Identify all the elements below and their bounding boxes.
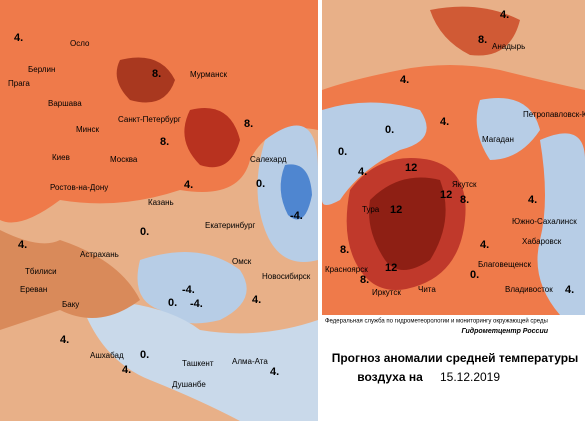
cold-area (537, 133, 585, 315)
contour-label: 4. (400, 74, 409, 86)
city-label: Астрахань (80, 250, 119, 259)
city-label: Якутск (452, 180, 477, 189)
city-label: Екатеринбург (205, 221, 255, 230)
panel-divider (318, 0, 322, 421)
city-label: Душанбе (172, 380, 206, 389)
contour-label: 0. (140, 226, 149, 238)
cold-core (280, 164, 312, 220)
contour-label: -4. (182, 284, 195, 296)
contour-label: 8. (460, 194, 469, 206)
hot-area (184, 108, 240, 168)
city-label: Омск (232, 257, 252, 266)
contour-label: 12 (385, 262, 397, 274)
contour-label: 0. (338, 146, 347, 158)
city-label: Иркутск (372, 288, 401, 297)
contour-label: 0. (470, 269, 479, 281)
agency: Федеральная служба по гидрометеорологии … (325, 318, 548, 325)
title-date: 15.12.2019 (440, 370, 500, 384)
city-label: Петропавловск-Камчатский (523, 110, 585, 119)
city-label: Казань (148, 198, 174, 207)
city-label: Красноярск (325, 265, 368, 274)
city-label: Новосибирск (262, 272, 311, 281)
city-label: Прага (8, 79, 30, 88)
warm-area (430, 6, 520, 56)
contour-label: 0. (256, 178, 265, 190)
left-panel (0, 0, 318, 421)
warm-area (0, 0, 318, 223)
hot-area (116, 57, 175, 103)
contour-label: 8. (360, 274, 369, 286)
contour-label: 0. (140, 349, 149, 361)
contour-label: 4. (358, 166, 367, 178)
city-label: Тура (362, 205, 380, 214)
contour-label: 8. (340, 244, 349, 256)
brand: Гидрометцентр России (462, 327, 549, 335)
city-label: Ростов-на-Дону (50, 183, 108, 192)
city-labels: Осло Берлин Прага Варшава Минск Киев Москва Сан… (8, 39, 585, 389)
contour-label: 12 (390, 204, 402, 216)
city-label: Благовещенск (478, 260, 531, 269)
city-label: Алма-Ата (232, 357, 268, 366)
city-label: Хабаровск (522, 237, 562, 246)
contour-label: 0. (385, 124, 394, 136)
caption-box (322, 315, 585, 421)
contour-label: 4. (60, 334, 69, 346)
cold-area (137, 252, 247, 324)
contour-label: 4. (14, 32, 23, 44)
city-label: Ашхабад (90, 351, 124, 360)
city-label: Москва (110, 155, 138, 164)
city-label: Санкт-Петербург (118, 115, 181, 124)
city-label: Мурманск (190, 70, 227, 79)
city-label: Анадырь (492, 42, 525, 51)
right-panel (322, 0, 585, 315)
title-line2: воздуха на (357, 370, 423, 384)
cold-area (322, 102, 427, 205)
cold-area (80, 300, 318, 421)
contour-label: 4. (18, 239, 27, 251)
city-label: Киев (52, 153, 70, 162)
contour-label: -4. (190, 298, 203, 310)
contour-label: -4. (290, 210, 303, 222)
city-label: Ереван (20, 285, 47, 294)
city-label: Салехард (250, 155, 287, 164)
city-label: Чита (418, 285, 436, 294)
cold-area (476, 98, 540, 160)
contour-label: 8. (152, 68, 161, 80)
contour-label: 8. (244, 118, 253, 130)
contour-labels: 4. 8. 8. 8. 4. 4. 0. -4. 0. 4. 0. 4. -4. -4. 0. 4. 4. 0. 4… (14, 9, 574, 378)
city-label: Тбилиси (25, 267, 57, 276)
city-label: Варшава (48, 99, 82, 108)
contour-label: 4. (528, 194, 537, 206)
city-label: Южно-Сахалинск (512, 217, 577, 226)
contour-label: 0. (168, 297, 177, 309)
contour-label: 4. (565, 284, 574, 296)
contour-label: 4. (122, 364, 131, 376)
hot-core (369, 177, 446, 270)
title-line1: Прогноз аномалии средней температуры (332, 351, 579, 365)
contour-label: 4. (252, 294, 261, 306)
city-label: Баку (62, 300, 79, 309)
contour-label: 4. (480, 239, 489, 251)
city-label: Ташкент (182, 359, 214, 368)
contour-label: 4. (270, 366, 279, 378)
contour-label: 4. (500, 9, 509, 21)
contour-label: 4. (184, 179, 193, 191)
contour-label: 4. (440, 116, 449, 128)
warm-area (0, 230, 140, 330)
city-label: Осло (70, 39, 90, 48)
city-label: Владивосток (505, 285, 553, 294)
city-label: Магадан (482, 135, 514, 144)
city-label: Берлин (28, 65, 55, 74)
contour-label: 12 (405, 162, 417, 174)
contour-label: 12 (440, 189, 452, 201)
contour-label: 8. (478, 34, 487, 46)
contour-label: 8. (160, 136, 169, 148)
city-label: Минск (76, 125, 100, 134)
